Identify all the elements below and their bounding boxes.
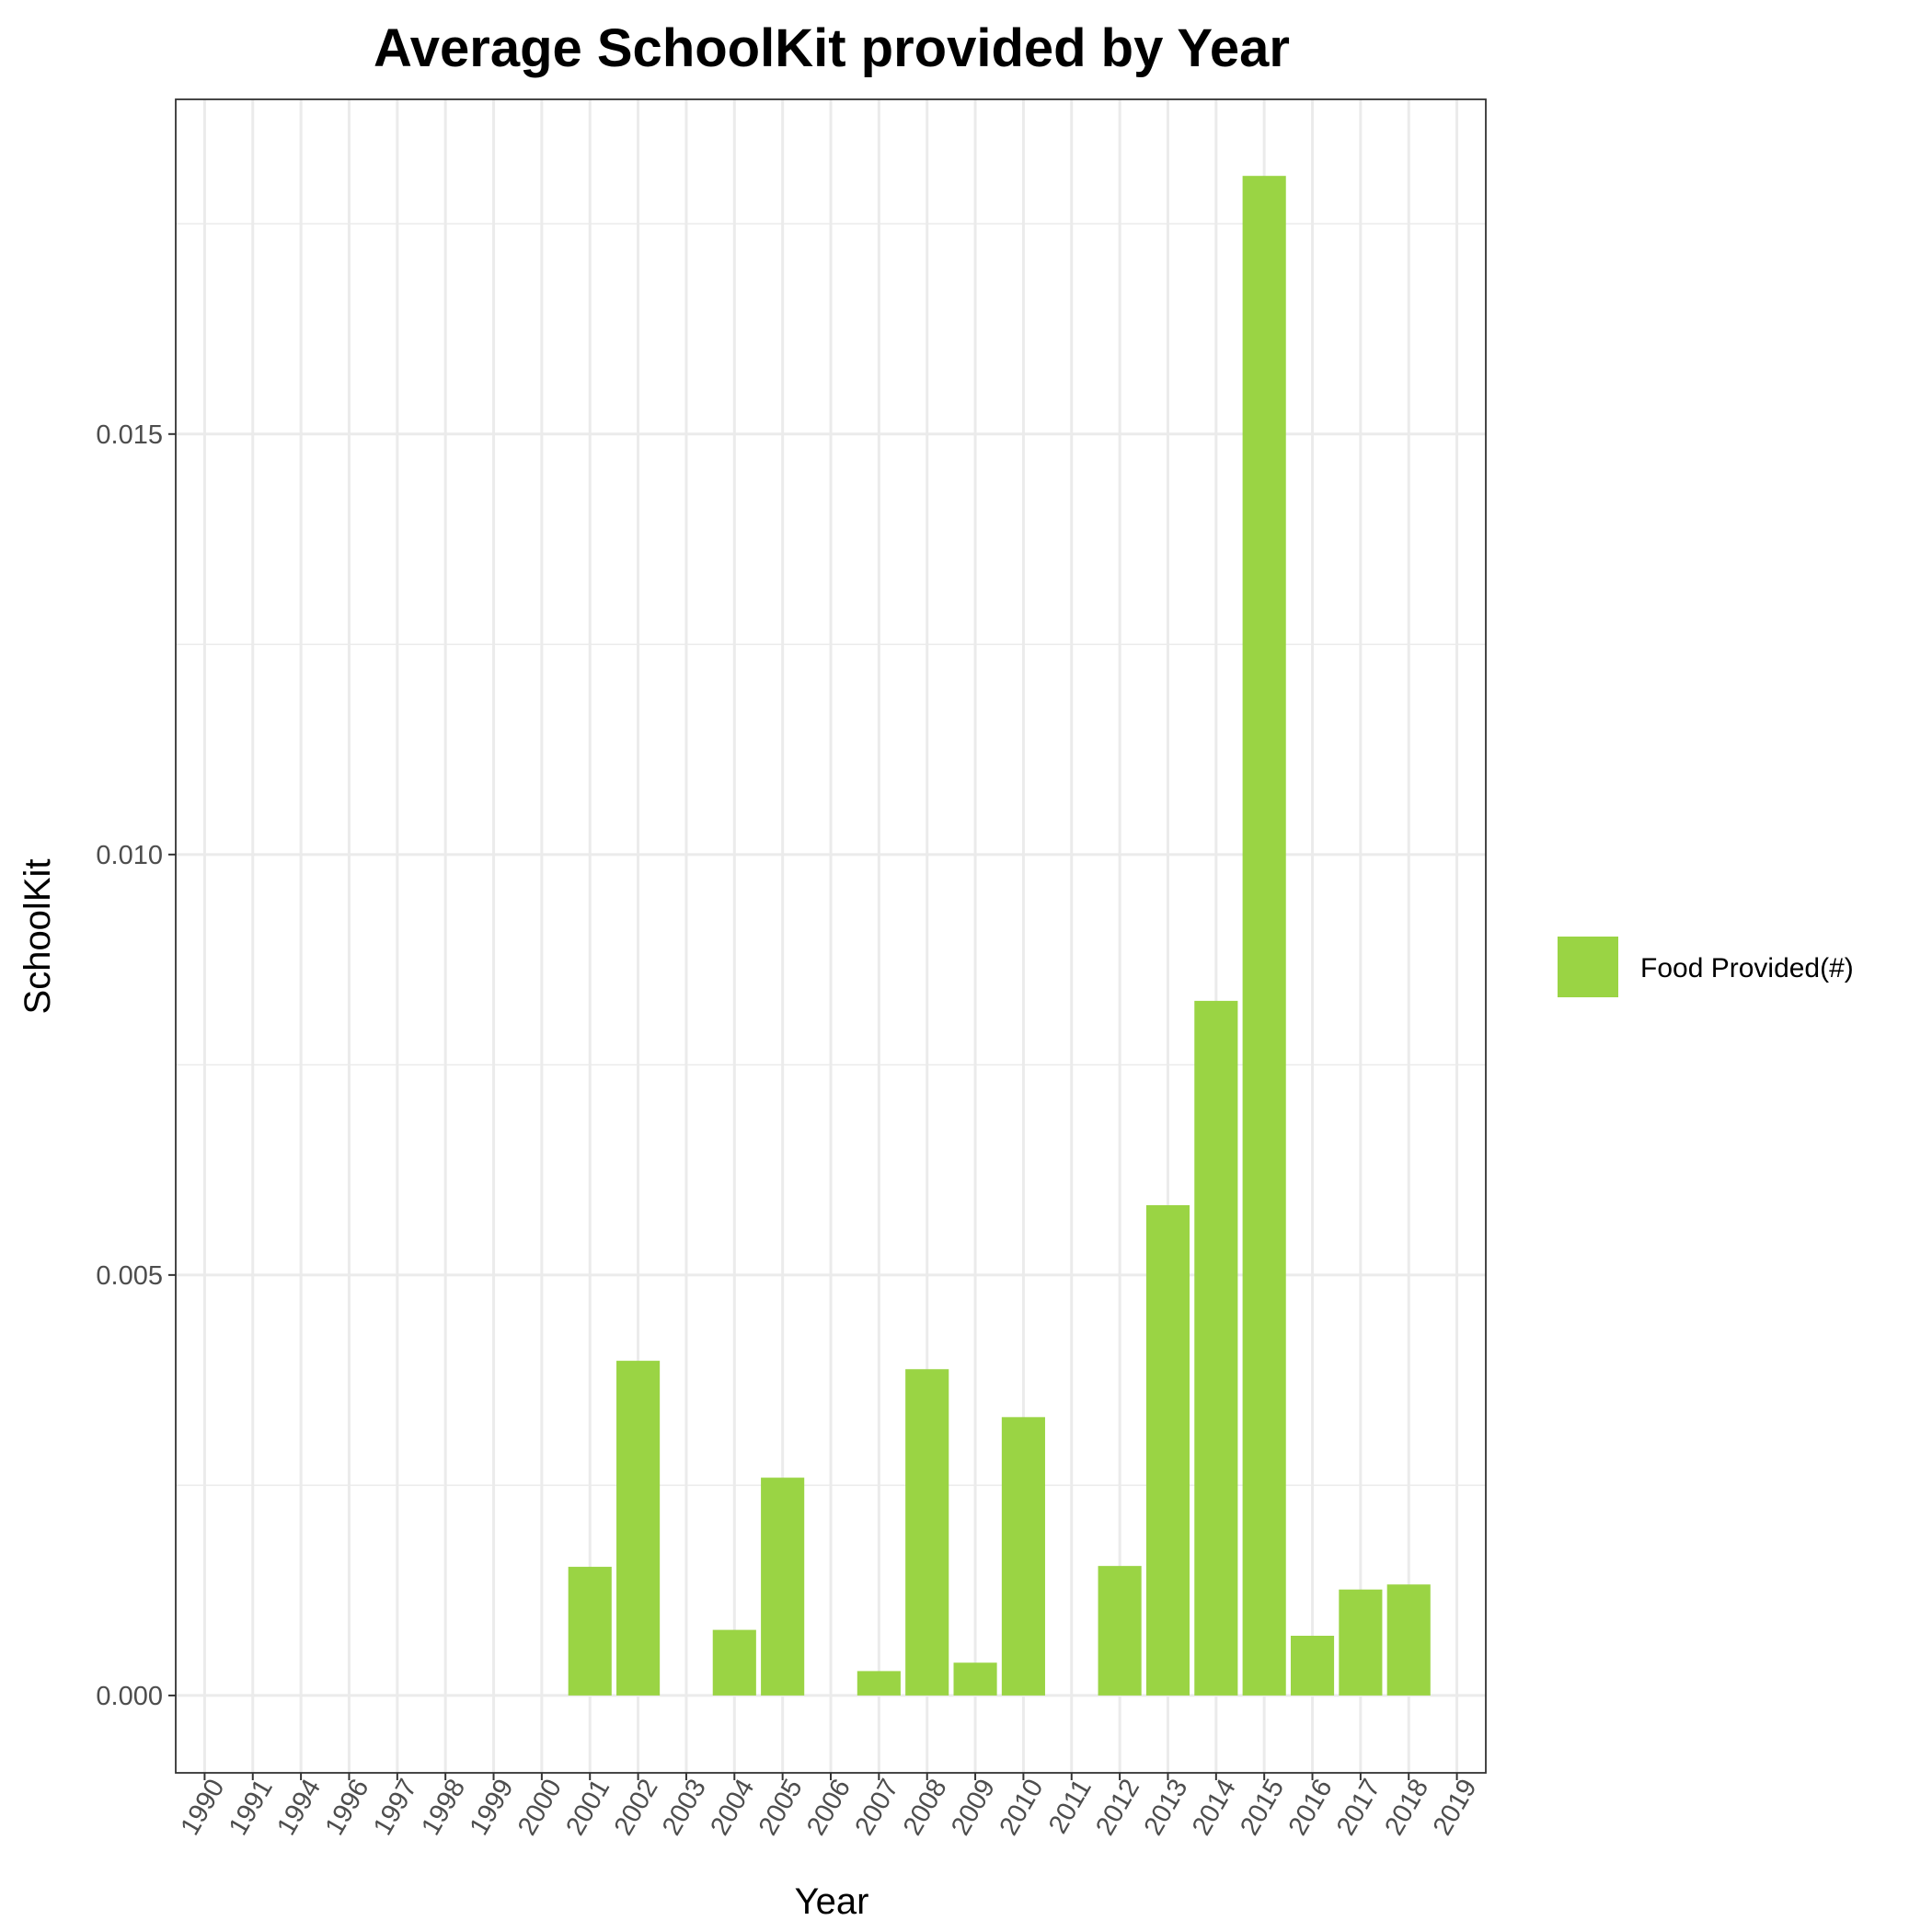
legend-key-food-provided (1558, 937, 1618, 997)
x-tick-label: 2019 (1428, 1775, 1483, 1841)
y-axis-ticks: 0.000 0.005 0.010 0.015 (96, 420, 176, 1711)
x-tick-label: 2012 (1090, 1775, 1145, 1841)
bar-2012 (1098, 1566, 1142, 1696)
x-tick-label: 1998 (416, 1775, 471, 1841)
legend: Food Provided(#) (1558, 937, 1854, 997)
x-tick-label: 1991 (224, 1775, 279, 1841)
x-axis-ticks: 1990199119941996199719981999200020012002… (176, 1773, 1483, 1840)
legend-label-food-provided: Food Provided(#) (1640, 953, 1854, 983)
bar-2017 (1339, 1589, 1383, 1696)
bar-2013 (1145, 1205, 1190, 1696)
bars (568, 176, 1431, 1696)
x-tick-label: 2018 (1379, 1775, 1434, 1841)
bar-2015 (1242, 176, 1286, 1696)
x-tick-label: 2011 (1043, 1775, 1098, 1839)
x-tick-label: 2002 (609, 1775, 664, 1841)
chart-title: Average SchoolKit provided by Year (374, 18, 1290, 78)
x-tick-label: 2004 (705, 1775, 760, 1841)
x-tick-label: 2015 (1235, 1775, 1290, 1841)
x-tick-label: 1996 (320, 1775, 375, 1841)
bar-2010 (1001, 1417, 1045, 1696)
grid-lines (176, 99, 1486, 1773)
y-axis-title: SchoolKit (17, 859, 58, 1015)
x-axis-title: Year (795, 1881, 869, 1922)
x-tick-label: 2009 (946, 1775, 1001, 1841)
bar-2001 (568, 1567, 612, 1696)
x-tick-label: 2017 (1331, 1775, 1386, 1841)
x-tick-label: 2013 (1139, 1775, 1194, 1841)
bar-2004 (712, 1629, 756, 1696)
x-tick-label: 2007 (849, 1775, 904, 1841)
x-tick-label: 1997 (368, 1775, 423, 1841)
y-tick-label: 0.015 (96, 420, 163, 450)
y-tick-label: 0.010 (96, 841, 163, 870)
y-tick-label: 0.005 (96, 1261, 163, 1291)
x-tick-label: 2014 (1187, 1775, 1242, 1841)
x-tick-label: 2000 (512, 1775, 568, 1841)
x-tick-label: 1999 (465, 1775, 520, 1841)
y-tick-label: 0.000 (96, 1682, 163, 1711)
x-tick-label: 2001 (560, 1775, 615, 1841)
bar-2007 (857, 1671, 901, 1696)
bar-2016 (1290, 1636, 1335, 1696)
x-tick-label: 1994 (271, 1775, 327, 1841)
bar-2008 (905, 1369, 949, 1696)
x-tick-label: 1990 (176, 1775, 231, 1841)
x-tick-label: 2003 (657, 1775, 712, 1841)
bar-2009 (953, 1662, 997, 1696)
x-tick-label: 2010 (995, 1775, 1050, 1841)
x-tick-label: 2005 (753, 1775, 809, 1841)
bar-2002 (616, 1361, 661, 1696)
bar-2014 (1194, 1000, 1238, 1696)
bar-2005 (761, 1478, 805, 1696)
bar-2018 (1386, 1584, 1431, 1696)
x-tick-label: 2006 (801, 1775, 857, 1841)
x-tick-label: 2008 (898, 1775, 953, 1841)
x-tick-label: 2016 (1283, 1775, 1339, 1841)
